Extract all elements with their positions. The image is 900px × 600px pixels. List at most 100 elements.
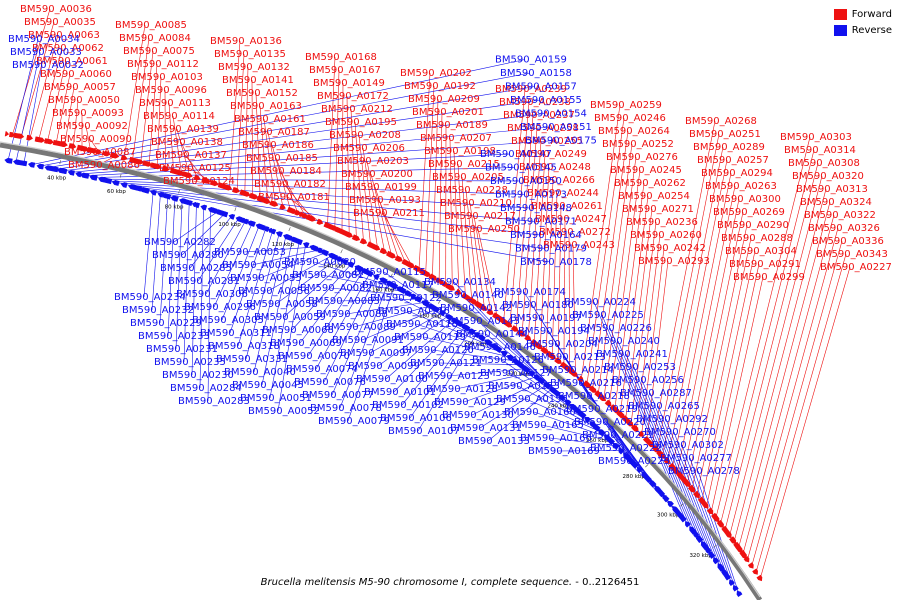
label-connector-line (261, 238, 293, 386)
scale-tick (607, 427, 612, 431)
label-connector-line (123, 24, 146, 159)
gene-feature-arrow (303, 242, 310, 248)
scale-tick-label: 320 kbp (689, 553, 712, 559)
forward-gene-label: BM590_A0138 (151, 137, 223, 148)
label-connector-line (603, 156, 637, 400)
gene-feature-arrow (641, 471, 648, 478)
forward-gene-label: BM590_A0263 (705, 181, 777, 192)
label-connector-line (85, 153, 511, 176)
label-connector-line (189, 216, 232, 269)
label-connector-line (407, 310, 499, 350)
label-connector-line (625, 353, 704, 545)
reverse-gene-label: BM590_A0078 (310, 403, 382, 414)
reverse-gene-label: BM590_A0059 (254, 312, 326, 323)
reverse-gene-label: BM590_A0157 (505, 82, 577, 93)
label-connector-line (213, 223, 253, 308)
label-connector-line (358, 134, 371, 246)
gene-feature-arrow (533, 374, 540, 381)
forward-gene-label: BM590_A0036 (20, 4, 92, 15)
gene-feature-arrow (329, 253, 336, 260)
gene-feature-arrow (604, 434, 611, 441)
forward-gene-label: BM590_A0112 (127, 59, 199, 70)
gene-feature-arrow (646, 476, 652, 483)
gene-feature-arrow (161, 165, 169, 172)
gene-feature-arrow (4, 131, 10, 137)
gene-feature-arrow (338, 228, 345, 234)
label-connector-line (140, 50, 154, 163)
gene-feature-arrow (276, 231, 283, 238)
gene-feature-arrow (26, 135, 33, 141)
gene-feature-arrow (221, 211, 229, 218)
forward-gene-label: BM590_A0245 (610, 165, 682, 176)
label-connector-line (173, 211, 218, 243)
forward-gene-label: BM590_A0163 (230, 101, 302, 112)
gene-feature-arrow (712, 514, 718, 521)
forward-gene-label: BM590_A0139 (147, 124, 219, 135)
gene-feature-arrow (421, 300, 429, 307)
gene-feature-arrow (709, 552, 716, 559)
gene-feature-arrow (583, 380, 590, 387)
reverse-gene-label: BM590_A0154 (515, 109, 587, 120)
label-connector-line (331, 279, 383, 396)
reverse-swatch (833, 24, 847, 36)
gene-feature-arrow (128, 184, 135, 190)
gene-feature-arrow (241, 190, 248, 196)
gene-feature-arrow (415, 266, 422, 272)
scale-tick (178, 189, 180, 194)
reverse-gene-label: BM590_A0222 (590, 443, 662, 454)
gene-feature-arrow (683, 479, 690, 486)
forward-gene-label: BM590_A0205 (432, 172, 504, 183)
gene-feature-arrow (83, 173, 90, 179)
reverse-gene-label: BM590_A0146 (464, 342, 536, 353)
label-connector-line (401, 326, 466, 406)
label-connector-line (263, 118, 276, 205)
label-connector-line (39, 72, 531, 167)
gene-feature-arrow (736, 590, 743, 597)
gene-feature-arrow (271, 201, 279, 207)
scale-tick-label: 100 kbp (218, 222, 241, 228)
forward-gene-label: BM590_A0293 (638, 256, 710, 267)
label-connector-line (361, 309, 437, 341)
forward-gene-label: BM590_A0326 (808, 223, 880, 234)
forward-gene-label: BM590_A0141 (222, 75, 294, 86)
scale-tick (340, 249, 343, 254)
forward-gene-label: BM590_A0152 (226, 88, 298, 99)
gene-feature-arrow (385, 280, 392, 287)
label-connector-line (667, 159, 728, 462)
label-connector-line (449, 137, 453, 289)
reverse-gene-label: BM590_A0156 (496, 394, 568, 405)
gene-feature-arrow (242, 218, 249, 225)
forward-gene-label: BM590_A0096 (135, 85, 207, 96)
gene-feature-arrow (186, 172, 193, 179)
gene-feature-arrow (569, 403, 576, 410)
label-connector-line (651, 120, 716, 446)
forward-gene-label: BM590_A0243 (543, 240, 615, 251)
reverse-gene-label: BM590_A0076 (294, 377, 366, 388)
gene-feature-arrow (170, 167, 177, 174)
label-connector-line (334, 69, 340, 229)
gene-feature-arrow (642, 436, 649, 443)
label-connector-line (759, 266, 851, 579)
label-connector-line (197, 218, 239, 282)
reverse-gene-label: BM590_A0077 (302, 390, 374, 401)
gene-feature-arrow (214, 209, 222, 215)
reverse-gene-label: BM590_A0240 (588, 336, 660, 347)
gene-feature-arrow (145, 161, 152, 167)
label-connector-line (465, 189, 479, 305)
label-connector-line (313, 261, 401, 290)
label-connector-line (656, 133, 720, 451)
label-connector-line (641, 247, 665, 435)
gene-feature-arrow (658, 452, 665, 459)
gene-feature-arrow (316, 218, 323, 225)
gene-feature-arrow (441, 281, 449, 287)
label-connector-line (609, 327, 696, 535)
gene-feature-arrow (594, 425, 601, 432)
gene-feature-arrow (98, 176, 105, 183)
label-connector-line (453, 150, 460, 293)
gene-feature-arrow (528, 370, 535, 377)
gene-feature-arrow (380, 248, 388, 255)
label-connector-line (423, 336, 510, 358)
label-connector-line (738, 201, 831, 548)
gene-feature-arrow (627, 457, 634, 464)
label-connector-line (572, 244, 576, 375)
